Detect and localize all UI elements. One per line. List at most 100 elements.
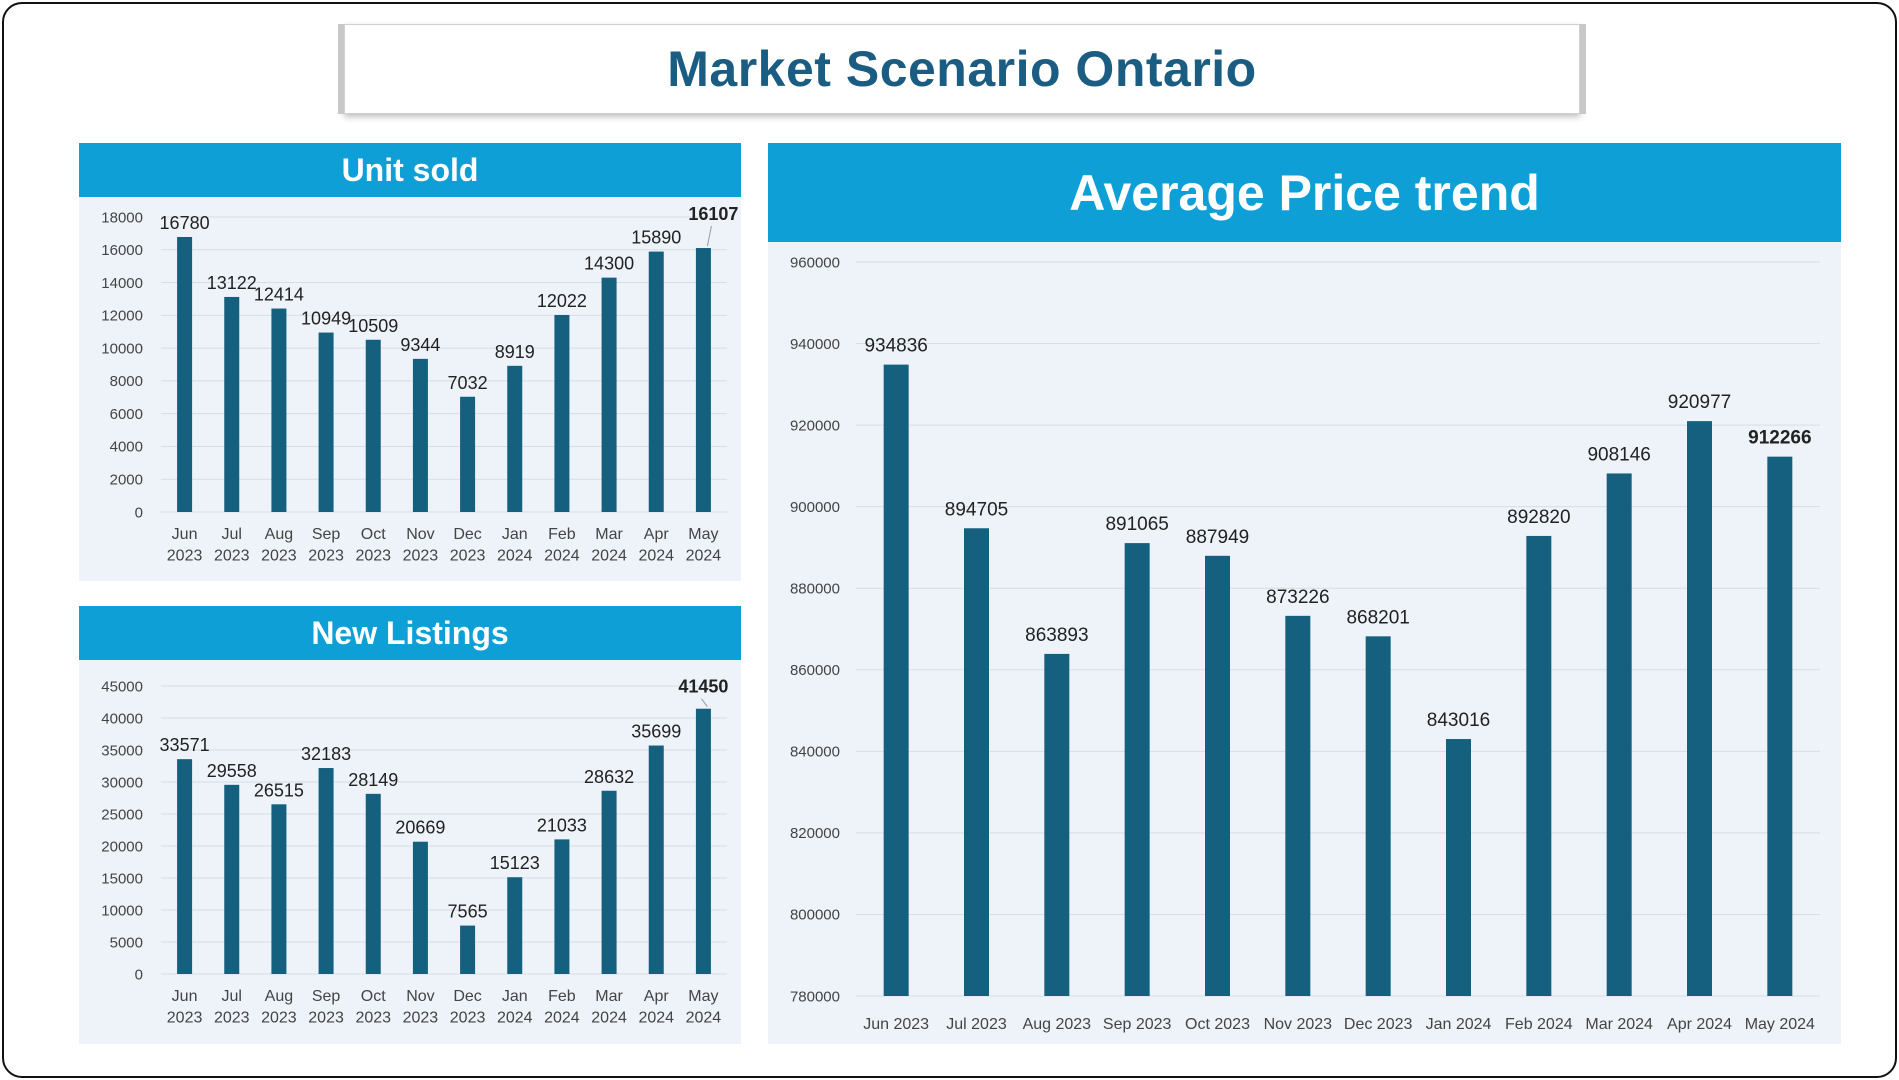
x-tick-label: Sep [312, 988, 341, 1005]
y-tick-label: 880000 [790, 580, 840, 597]
x-tick-label: 2023 [167, 1010, 203, 1027]
bar [554, 839, 570, 974]
x-tick-label: 2023 [214, 1010, 250, 1027]
x-tick-label: 2023 [450, 548, 486, 565]
value-label: 32183 [301, 744, 351, 764]
y-tick-label: 8000 [110, 373, 143, 390]
x-tick-label: Jan [502, 988, 528, 1005]
x-tick-label: 2023 [450, 1010, 486, 1027]
bar [1285, 615, 1311, 996]
x-tick-label: 2023 [167, 548, 203, 565]
page-title: Market Scenario Ontario [667, 41, 1257, 97]
x-tick-label: Nov [406, 526, 434, 543]
y-tick-label: 960000 [790, 254, 840, 271]
y-tick-label: 4000 [110, 439, 143, 456]
bar [365, 339, 381, 512]
y-tick-label: 940000 [790, 336, 840, 353]
value-label: 14300 [584, 254, 634, 274]
value-label: 16780 [160, 213, 210, 233]
value-label: 10949 [301, 309, 351, 329]
x-tick-label: Jun 2023 [863, 1016, 929, 1033]
x-tick-label: Jul [222, 988, 242, 1005]
x-tick-label: 2023 [355, 548, 391, 565]
bar [1606, 473, 1632, 996]
bar [695, 708, 711, 974]
x-tick-label: 2023 [308, 548, 344, 565]
bar [1446, 739, 1471, 996]
value-label: 13122 [207, 273, 257, 293]
new-listings-header: New Listings [79, 606, 741, 660]
value-label: 12414 [254, 285, 304, 305]
leader-line [701, 698, 708, 708]
y-tick-label: 2000 [110, 471, 143, 488]
x-tick-label: May [688, 988, 718, 1005]
x-tick-label: May [688, 526, 718, 543]
x-tick-label: Apr [644, 526, 670, 543]
bar [648, 745, 664, 974]
bar [365, 793, 381, 974]
y-tick-label: 20000 [101, 838, 143, 855]
value-label: 920977 [1668, 392, 1731, 413]
x-tick-label: Feb [548, 526, 576, 543]
new-listings-panel: New Listings 0 5000 10000 15000 20000 25000 30… [79, 606, 741, 1044]
value-label: 10509 [348, 316, 398, 336]
bar [1526, 535, 1552, 996]
bar [271, 804, 287, 974]
average-price-panel: Average Price trend 780000 800000 820000 84… [768, 143, 1841, 1044]
value-label: 863893 [1025, 625, 1088, 646]
y-tick-label: 860000 [790, 662, 840, 679]
x-tick-label: Mar [595, 988, 623, 1005]
value-label: 7565 [448, 902, 488, 922]
y-tick-label: 840000 [790, 744, 840, 761]
x-tick-label: Oct 2023 [1185, 1016, 1250, 1033]
bar [964, 528, 989, 996]
x-tick-label: 2023 [261, 1010, 297, 1027]
bar [1124, 543, 1150, 996]
y-tick-label: 780000 [790, 988, 840, 1005]
value-label: 868201 [1346, 607, 1409, 628]
title-box: Market Scenario Ontario [344, 24, 1580, 114]
bar [507, 877, 523, 974]
y-tick-label: 12000 [101, 308, 143, 325]
y-tick-label: 16000 [101, 242, 143, 259]
y-tick-label: 800000 [790, 907, 840, 924]
value-label: 21033 [537, 815, 587, 835]
units-sold-panel: Unit sold 0 2000 4000 6000 8000 10000 12000 140… [79, 143, 741, 581]
x-tick-label: Nov [406, 988, 434, 1005]
value-label: 16107 [688, 204, 738, 224]
bar [1205, 555, 1230, 996]
units-sold-chart: 0 2000 4000 6000 8000 10000 12000 14000 16000 180… [101, 204, 738, 565]
x-tick-label: Oct [361, 988, 386, 1005]
y-tick-label: 10000 [101, 902, 143, 919]
y-tick-label: 40000 [101, 710, 143, 727]
value-label: 41450 [678, 677, 728, 697]
y-tick-label: 10000 [101, 340, 143, 357]
bar [460, 925, 476, 974]
x-tick-label: Mar [595, 526, 623, 543]
x-tick-label: 2024 [544, 1010, 580, 1027]
x-tick-label: Aug [265, 526, 293, 543]
y-tick-label: 45000 [101, 678, 143, 695]
x-tick-label: 2024 [686, 1010, 722, 1027]
x-tick-label: 2023 [403, 548, 439, 565]
bar [318, 332, 334, 512]
bar [412, 841, 428, 974]
value-label: 891065 [1105, 514, 1168, 535]
value-label: 873226 [1266, 587, 1329, 608]
bar [318, 768, 334, 974]
x-tick-label: Feb 2024 [1505, 1016, 1573, 1033]
y-tick-label: 0 [135, 504, 143, 521]
y-tick-label: 0 [135, 966, 143, 983]
value-label: 934836 [864, 336, 927, 357]
x-tick-label: 2024 [638, 1010, 674, 1027]
x-tick-label: 2024 [591, 548, 627, 565]
x-tick-label: 2023 [403, 1010, 439, 1027]
bar [507, 365, 523, 512]
bar [177, 759, 193, 974]
x-tick-label: Jun [172, 526, 198, 543]
average-price-header: Average Price trend [768, 143, 1841, 242]
value-label: 9344 [400, 335, 440, 355]
value-label: 26515 [254, 780, 304, 800]
value-label: 908146 [1587, 444, 1650, 465]
y-tick-label: 900000 [790, 499, 840, 516]
